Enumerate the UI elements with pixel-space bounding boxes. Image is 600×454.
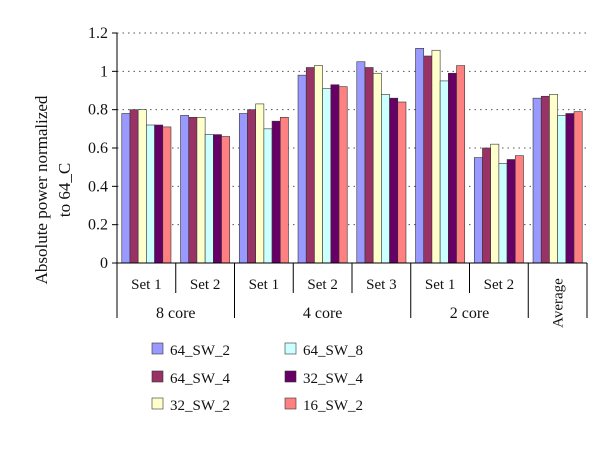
- y-axis-label: Absolute power normalized to 64_C: [32, 95, 74, 284]
- bar-64-sw-8: [381, 94, 390, 264]
- legend: 64_SW_2 64_SW_4 32_SW_2 64_SW_8 32_SW_4 16_SW…: [151, 342, 364, 414]
- bar-32-sw-4: [213, 134, 222, 264]
- category-label: Average: [551, 278, 567, 328]
- legend-label: 32_SW_4: [303, 371, 364, 387]
- y-tick-label: 1: [100, 63, 108, 80]
- bar-32-sw-2: [137, 109, 147, 264]
- axes: [112, 32, 588, 318]
- bar-64-sw-2: [121, 113, 131, 264]
- bar-64-sw-8: [146, 124, 155, 264]
- bar-16-sw-2: [456, 65, 466, 264]
- y-axis-label-line-1: Absolute power normalized: [32, 95, 51, 284]
- bar-64-sw-4: [423, 55, 433, 264]
- group-label: 4 core: [303, 305, 343, 322]
- category-label: Set 2: [484, 277, 514, 293]
- bar-64-sw-8: [263, 128, 273, 264]
- category-label: Set 1: [425, 277, 455, 293]
- bars: [121, 48, 583, 264]
- group-label: 2 core: [450, 305, 490, 322]
- legend-label: 32_SW_2: [170, 398, 230, 414]
- bar-64-sw-4: [129, 109, 139, 264]
- bar-16-sw-2: [514, 155, 524, 264]
- legend-swatch: [284, 370, 297, 383]
- bar-16-sw-2: [279, 117, 289, 264]
- legend-swatch: [151, 370, 164, 383]
- bar-32-sw-4: [448, 72, 457, 264]
- category-label: Set 2: [190, 277, 220, 293]
- bar-32-sw-2: [549, 94, 558, 264]
- y-tick-label: 0.8: [88, 102, 108, 119]
- bar-32-sw-2: [255, 103, 265, 264]
- bar-32-sw-4: [506, 159, 516, 264]
- bar-64-sw-4: [305, 67, 315, 264]
- bar-64-sw-4: [188, 117, 198, 264]
- y-tick-label: 0.4: [88, 178, 108, 195]
- legend-item: 32_SW_4: [284, 370, 364, 387]
- legend-item: 64_SW_8: [284, 342, 363, 359]
- bar-64-sw-4: [247, 109, 256, 264]
- legend-swatch: [151, 397, 164, 410]
- bar-32-sw-4: [154, 124, 164, 264]
- legend-label: 64_SW_8: [303, 343, 363, 359]
- group-label: 8 core: [156, 305, 196, 322]
- y-tick-label: 0.6: [88, 140, 108, 157]
- bar-16-sw-2: [573, 111, 583, 264]
- bar-64-sw-8: [557, 115, 567, 264]
- legend-label: 16_SW_2: [303, 398, 363, 414]
- legend-item: 64_SW_2: [151, 342, 230, 359]
- bar-64-sw-2: [532, 97, 542, 264]
- legend-swatch: [284, 397, 297, 410]
- bar-64-sw-8: [322, 88, 332, 264]
- bar-16-sw-2: [338, 86, 348, 264]
- bar-64-sw-4: [540, 95, 550, 264]
- bar-32-sw-4: [565, 113, 575, 264]
- category-label: Set 3: [366, 277, 396, 293]
- category-label: Set 1: [249, 277, 279, 293]
- legend-swatch: [151, 342, 164, 355]
- bar-64-sw-2: [297, 74, 307, 264]
- bar-32-sw-4: [271, 120, 281, 264]
- bar-64-sw-2: [356, 61, 366, 264]
- category-label: Set 1: [131, 277, 161, 293]
- legend-label: 64_SW_2: [170, 343, 230, 359]
- legend-item: 64_SW_4: [151, 370, 231, 387]
- bar-32-sw-2: [196, 117, 206, 264]
- legend-swatch: [284, 342, 297, 355]
- bar-16-sw-2: [397, 101, 407, 264]
- legend-label: 64_SW_4: [170, 371, 231, 387]
- y-axis-label-line-2: to 64_C: [55, 163, 74, 217]
- bar-64-sw-2: [415, 48, 425, 264]
- legend-item: 16_SW_2: [284, 397, 363, 414]
- category-label: Set 2: [307, 277, 337, 293]
- y-tick-label: 0.2: [88, 217, 108, 234]
- bar-64-sw-4: [364, 67, 374, 264]
- bar-32-sw-2: [372, 72, 382, 264]
- bar-32-sw-2: [314, 65, 323, 264]
- bar-64-sw-8: [439, 80, 449, 264]
- bar-16-sw-2: [162, 126, 172, 264]
- legend-item: 32_SW_2: [151, 397, 230, 414]
- bar-64-sw-8: [204, 134, 214, 264]
- bar-64-sw-4: [482, 147, 491, 264]
- bar-32-sw-2: [490, 143, 500, 264]
- y-tick-label: 0: [100, 255, 108, 272]
- bar-32-sw-4: [330, 84, 340, 264]
- bar-64-sw-2: [238, 113, 248, 264]
- y-tick-label: 1.2: [88, 25, 108, 42]
- bar-32-sw-4: [389, 97, 399, 264]
- bar-64-sw-2: [473, 157, 483, 264]
- bar-64-sw-8: [498, 163, 508, 264]
- bar-32-sw-2: [431, 49, 441, 264]
- axis-labels: 0 0.2 0.4 0.6 0.8 1 1.2 Set 1 Set 2 Set 1 Set 2 Set…: [88, 25, 567, 328]
- bar-16-sw-2: [221, 136, 231, 264]
- bar-64-sw-2: [180, 115, 190, 264]
